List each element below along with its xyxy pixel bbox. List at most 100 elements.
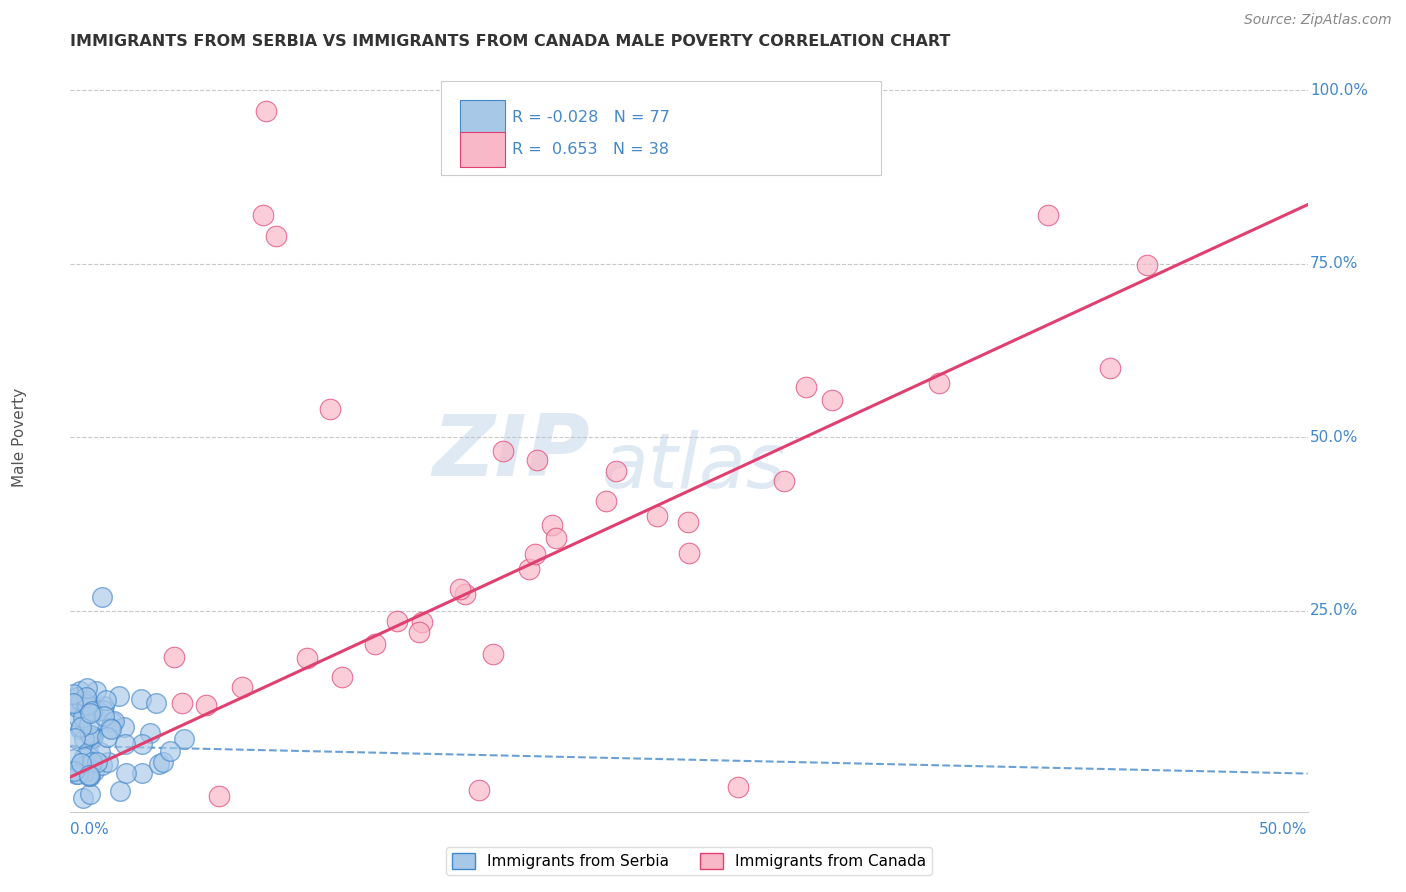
Point (77, 748, 100, 763)
Point (676, 515, 699, 529)
Point (69, 722, 91, 736)
Point (97, 755, 120, 769)
Point (1098, 360, 1121, 375)
Point (928, 376, 950, 391)
Point (364, 637, 387, 651)
Text: atlas: atlas (602, 430, 787, 504)
Point (75, 698, 97, 713)
Point (1036, 208, 1059, 222)
Point (91, 703, 114, 717)
Text: 75.0%: 75.0% (1310, 256, 1358, 271)
Point (115, 766, 138, 780)
Point (148, 756, 170, 771)
Point (62, 697, 84, 711)
Point (79, 788, 101, 802)
Point (89, 745, 111, 759)
Point (519, 562, 541, 576)
Point (152, 755, 174, 769)
Point (173, 732, 195, 747)
Point (821, 393, 844, 408)
Point (254, 103, 277, 118)
Text: 0.0%: 0.0% (70, 822, 110, 837)
Point (82, 755, 104, 769)
Point (482, 647, 505, 661)
Text: 100.0%: 100.0% (1310, 83, 1368, 98)
Point (100, 721, 122, 735)
Point (67, 709, 90, 723)
Point (62, 697, 84, 711)
Point (63, 764, 86, 779)
FancyBboxPatch shape (460, 132, 505, 167)
Point (79, 728, 101, 742)
Point (66, 690, 89, 704)
Point (170, 696, 193, 710)
Point (79, 769, 101, 783)
Point (208, 789, 231, 804)
Point (62, 697, 84, 711)
Point (94, 692, 117, 706)
Point (66, 700, 89, 714)
Point (112, 721, 135, 735)
Point (86, 704, 108, 718)
Text: 50.0%: 50.0% (1260, 822, 1308, 837)
Text: R =  0.653   N = 38: R = 0.653 N = 38 (512, 142, 669, 157)
Point (773, 474, 796, 488)
Point (231, 680, 253, 694)
Point (82, 729, 104, 743)
Point (91, 590, 114, 604)
FancyBboxPatch shape (441, 81, 880, 175)
Point (330, 670, 353, 684)
Point (70, 720, 93, 734)
Point (75, 690, 97, 704)
Point (76, 697, 98, 711)
Text: IMMIGRANTS FROM SERBIA VS IMMIGRANTS FROM CANADA MALE POVERTY CORRELATION CHART: IMMIGRANTS FROM SERBIA VS IMMIGRANTS FRO… (70, 34, 950, 49)
Point (129, 691, 152, 706)
Legend: Immigrants from Serbia, Immigrants from Canada: Immigrants from Serbia, Immigrants from … (446, 847, 932, 875)
Point (62, 687, 84, 701)
Point (114, 737, 136, 751)
Point (77, 768, 100, 782)
Text: 25.0%: 25.0% (1310, 603, 1358, 618)
Point (794, 380, 817, 394)
Point (86, 755, 108, 769)
Point (77, 745, 100, 759)
Point (80, 699, 103, 714)
Text: ZIP: ZIP (432, 410, 591, 493)
Point (408, 624, 430, 639)
Point (79, 706, 101, 721)
Point (63, 731, 86, 745)
Point (65, 767, 87, 781)
Text: 50.0%: 50.0% (1310, 430, 1358, 444)
Point (727, 780, 749, 795)
Point (73, 708, 96, 723)
Point (297, 650, 319, 665)
Point (194, 698, 217, 712)
Point (93, 709, 115, 723)
Point (84, 683, 107, 698)
Point (62, 752, 84, 766)
Text: Source: ZipAtlas.com: Source: ZipAtlas.com (1244, 13, 1392, 28)
Point (605, 464, 627, 478)
Point (131, 737, 153, 751)
Point (163, 649, 186, 664)
Point (264, 228, 287, 243)
Point (454, 587, 477, 601)
Point (73, 731, 96, 746)
Point (72, 709, 94, 723)
Point (678, 545, 700, 559)
Point (544, 531, 567, 545)
Point (83, 764, 105, 778)
Point (69, 758, 91, 772)
Point (1136, 258, 1159, 272)
Point (80, 728, 103, 742)
Point (100, 722, 122, 736)
Point (385, 614, 408, 628)
Point (492, 444, 515, 458)
Point (103, 714, 125, 729)
Point (252, 208, 274, 222)
Point (595, 493, 617, 508)
Point (159, 744, 181, 758)
FancyBboxPatch shape (460, 101, 505, 135)
Point (100, 715, 122, 730)
Point (82, 704, 104, 718)
